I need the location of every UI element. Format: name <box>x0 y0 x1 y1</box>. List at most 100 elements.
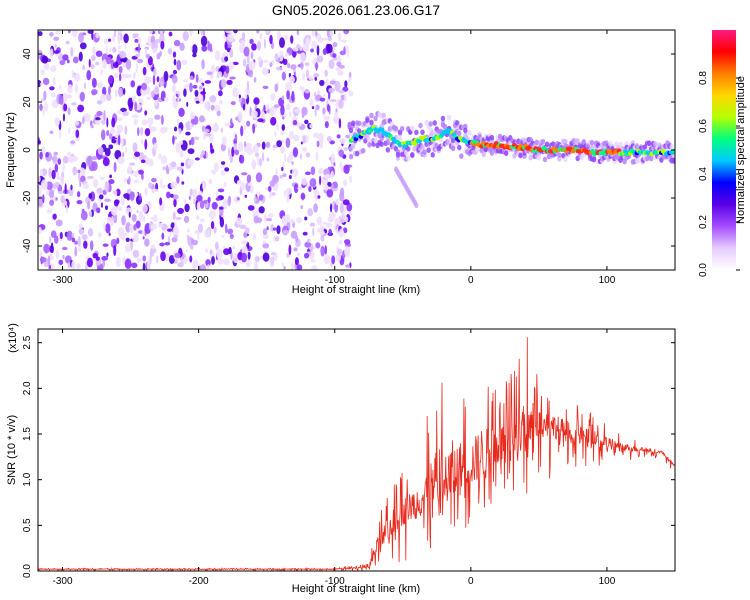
heatmap-cell <box>311 106 315 110</box>
heatmap-cell <box>131 213 137 222</box>
heatmap-cell <box>146 96 152 101</box>
heatmap-cell <box>209 249 213 255</box>
heatmap-cell <box>289 151 294 161</box>
heatmap-cell <box>178 107 185 117</box>
heatmap-cell <box>123 88 126 95</box>
heatmap-cell <box>83 240 88 249</box>
heatmap-cell <box>259 32 263 40</box>
heatmap-cell <box>283 265 286 270</box>
x-tick-label: 0 <box>468 275 474 286</box>
heatmap-cell <box>75 129 80 139</box>
y-tick-label: -20 <box>22 190 33 205</box>
heatmap-cell <box>314 30 318 37</box>
heatmap-cell <box>78 223 83 229</box>
heatmap-cell <box>292 47 299 52</box>
heatmap-cell <box>74 120 80 126</box>
heatmap-cell <box>89 240 94 251</box>
heatmap-cell <box>116 237 120 245</box>
heatmap-cell <box>243 46 250 57</box>
heatmap-cell <box>106 117 109 128</box>
heatmap-cell <box>205 151 209 159</box>
heatmap-cell <box>241 32 246 41</box>
heatmap-cell <box>262 240 267 244</box>
heatmap-cell <box>200 30 203 36</box>
heatmap-cell <box>344 80 348 88</box>
heatmap-cell <box>299 153 302 160</box>
heatmap-cell <box>170 181 178 189</box>
heatmap-cell <box>164 96 169 102</box>
heatmap-cell <box>253 77 257 83</box>
heatmap-cell <box>210 73 214 80</box>
x-tick-label: -200 <box>189 275 209 286</box>
heatmap-cell <box>178 127 182 135</box>
heatmap-cell <box>518 152 523 159</box>
heatmap-cell <box>151 177 157 183</box>
heatmap-cell <box>95 32 100 39</box>
heatmap-cell <box>278 37 286 49</box>
heatmap-cell <box>207 229 210 238</box>
heatmap-cell <box>280 104 285 116</box>
heatmap-cell <box>328 228 332 236</box>
heatmap-cell <box>218 206 224 210</box>
heatmap-cell <box>113 199 119 207</box>
heatmap-cell <box>266 157 270 162</box>
heatmap-cell <box>291 168 299 177</box>
heatmap-cell <box>344 239 351 245</box>
heatmap-cell <box>339 161 343 168</box>
heatmap-cell <box>256 40 262 51</box>
heatmap-cell <box>300 192 306 200</box>
heatmap-cell <box>104 147 111 157</box>
heatmap-cell <box>199 218 205 223</box>
heatmap-cell <box>101 255 109 261</box>
x-tick-label: -300 <box>52 275 72 286</box>
heatmap-cell <box>117 110 123 114</box>
heatmap-cell <box>274 83 279 93</box>
heatmap-cell <box>185 131 191 136</box>
heatmap-cell <box>430 151 435 158</box>
heatmap-cell <box>536 154 542 161</box>
heatmap-cell <box>252 144 259 154</box>
colorbar-tick-label: 0.4 <box>698 167 709 181</box>
heatmap-cell <box>128 74 132 78</box>
heatmap-cell <box>239 224 247 229</box>
heatmap-cell <box>165 164 169 175</box>
snr-frame <box>37 328 676 572</box>
heatmap-cell <box>224 122 231 127</box>
heatmap-cell <box>229 76 236 80</box>
heatmap-cell <box>173 39 181 47</box>
heatmap-cell <box>88 192 93 199</box>
heatmap-cell <box>78 32 84 43</box>
y-tick-label: 1.5 <box>22 427 33 441</box>
heatmap-cell <box>302 72 305 81</box>
heatmap-cell <box>168 31 173 37</box>
heatmap-cell <box>62 113 66 122</box>
heatmap-cell <box>118 87 123 98</box>
heatmap-cell <box>262 252 270 262</box>
heatmap-cell <box>38 31 43 37</box>
heatmap-cell <box>49 254 54 261</box>
heatmap-cell <box>333 162 336 167</box>
spectrogram-ylabel: Frequency (Hz) <box>5 112 17 188</box>
heatmap-cell <box>199 115 205 123</box>
heatmap-cell <box>173 58 177 66</box>
heatmap-cell <box>189 243 194 250</box>
heatmap-cell <box>224 223 228 234</box>
heatmap-cell <box>52 76 56 86</box>
heatmap-cell <box>199 93 204 105</box>
heatmap-cell <box>192 260 196 270</box>
heatmap-cell <box>237 141 244 153</box>
heatmap-cell <box>167 48 173 55</box>
heatmap-cell <box>152 68 157 76</box>
heatmap-cell <box>323 93 326 97</box>
heatmap-cell <box>288 175 292 180</box>
heatmap-cell <box>148 30 153 35</box>
heatmap-cell <box>173 198 177 208</box>
heatmap-cell <box>285 214 291 223</box>
heatmap-cell <box>254 256 260 263</box>
heatmap-cell <box>281 124 286 131</box>
heatmap-cell <box>294 108 301 113</box>
heatmap-cell <box>279 145 286 154</box>
heatmap-cell <box>77 169 81 174</box>
heatmap-cell <box>297 186 303 190</box>
heatmap-cell <box>62 54 69 61</box>
